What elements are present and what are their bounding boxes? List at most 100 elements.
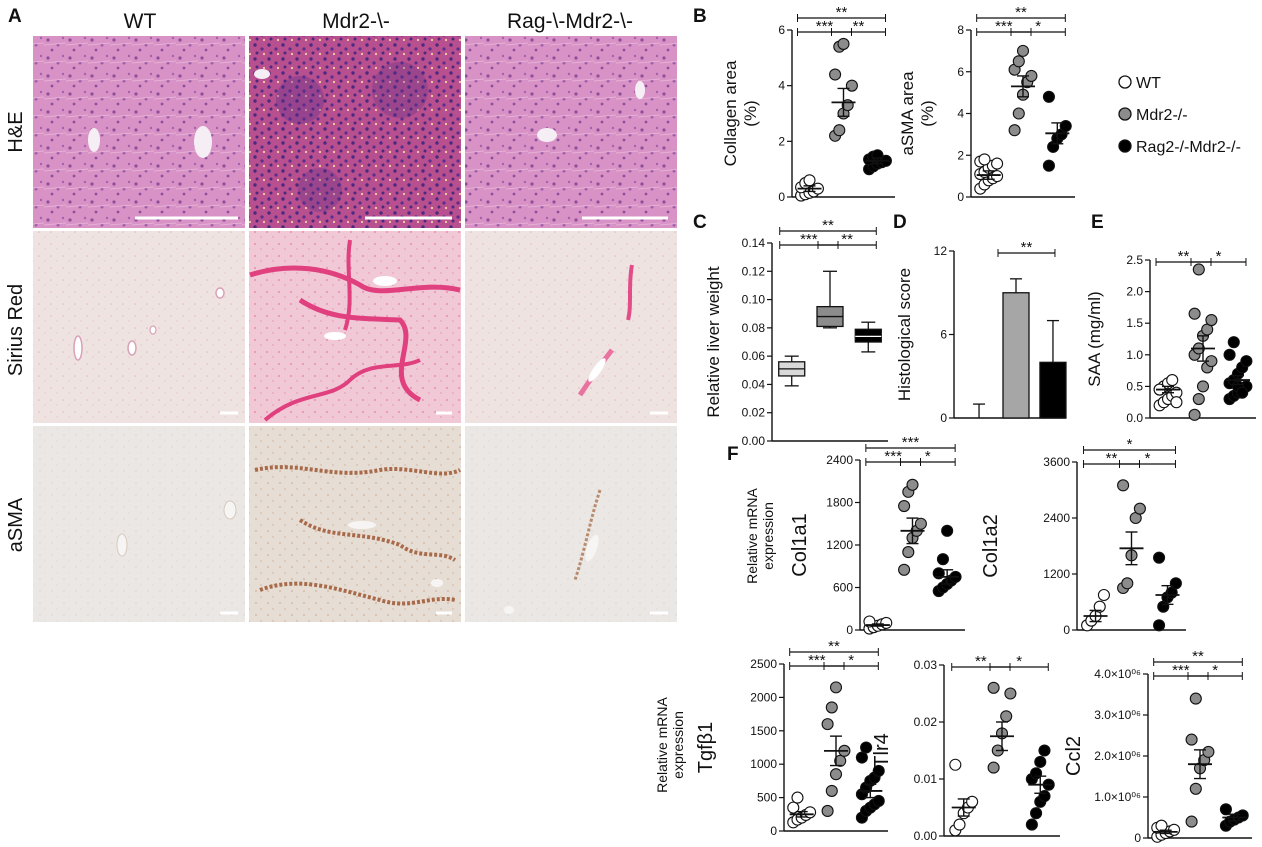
data-point-2-5 xyxy=(1219,803,1232,816)
data-point-1-6 xyxy=(1189,692,1202,705)
bar-2 xyxy=(1039,361,1067,419)
y-tick-label: 0.00 xyxy=(914,829,938,843)
data-point-1-5 xyxy=(829,68,842,81)
micrograph-he-rag-mdr2 xyxy=(465,36,677,228)
y-tick-label: 1000 xyxy=(750,757,777,771)
data-point-0-4 xyxy=(991,170,1004,183)
y-tick-label: 2.0 xyxy=(1126,285,1143,299)
data-point-1-4 xyxy=(845,79,858,92)
y-axis-label-line1: aSMA area xyxy=(898,71,917,156)
column-header-rag-mdr2: Rag-\-Mdr2-\- xyxy=(507,10,633,33)
micrograph-asma-rag-mdr2 xyxy=(465,426,677,622)
box-2 xyxy=(854,328,882,343)
data-point-2-4 xyxy=(1059,119,1072,133)
data-point-0-7 xyxy=(803,174,816,187)
y-axis-label: SAA (mg/ml) xyxy=(1085,291,1104,386)
legend-label-rag-mdr2: Rag2-/-Mdr2-/- xyxy=(1136,139,1241,156)
significance-label: * xyxy=(848,652,854,669)
significance-label: * xyxy=(1145,450,1151,467)
y-axis-label: Histological score xyxy=(895,268,914,401)
data-point-1-4 xyxy=(1004,687,1017,700)
data-point-2-11 xyxy=(1227,336,1240,349)
y-tick-label: 3.0×10⁰⁶ xyxy=(1094,708,1141,722)
legend: WT Mdr2-/- Rag2-/-Mdr2-/- xyxy=(1118,75,1241,156)
y-tick-label: 2 xyxy=(778,134,785,148)
data-point-2-11 xyxy=(860,741,873,754)
data-point-0-8 xyxy=(1166,374,1179,387)
significance-label: ** xyxy=(828,638,840,655)
panel-letter-d: D xyxy=(893,212,907,233)
data-point-1-2 xyxy=(1196,380,1210,393)
data-point-1-0 xyxy=(898,563,911,576)
y-tick-label: 0.06 xyxy=(742,349,766,363)
y-axis-label: Col1a2 xyxy=(980,514,1002,577)
panel-letter-a: A xyxy=(8,6,22,27)
data-point-1-1 xyxy=(1189,782,1202,795)
y-tick-label: 1500 xyxy=(750,724,777,738)
y-tick-label: 6 xyxy=(957,65,964,79)
y-axis-label: aSMA area (%) xyxy=(898,71,937,156)
data-point-2-10 xyxy=(855,751,868,764)
y-tick-label: 0.01 xyxy=(914,772,938,786)
data-point-0-9 xyxy=(991,157,1004,170)
column-header-wt: WT xyxy=(124,10,157,33)
data-point-0-9 xyxy=(1170,396,1183,409)
y-tick-label: 0.02 xyxy=(914,715,938,729)
y-axis-label: Col1a1 xyxy=(789,513,811,576)
legend-label-mdr2: Mdr2-/- xyxy=(1136,107,1188,124)
data-point-1-9 xyxy=(1205,313,1218,327)
significance-label: ** xyxy=(1178,248,1190,265)
y-tick-label: 2.5 xyxy=(1126,253,1143,267)
data-point-2-7 xyxy=(1034,755,1047,768)
y-tick-label: 4 xyxy=(778,79,785,93)
y-tick-label: 0.08 xyxy=(742,321,766,335)
data-point-1-7 xyxy=(906,478,919,491)
significance-label: ** xyxy=(1021,239,1033,256)
shared-ylabel-f-bottom: Relative mRNA expression xyxy=(654,697,686,793)
legend-item-wt: WT xyxy=(1118,75,1161,92)
data-point-1-5 xyxy=(1185,733,1198,746)
data-point-2-10 xyxy=(1223,348,1236,361)
y-tick-label: 0 xyxy=(1063,623,1070,637)
data-point-2-9 xyxy=(872,764,885,777)
y-tick-label: 0.14 xyxy=(742,236,766,250)
significance-label: ** xyxy=(975,653,987,670)
y-tick-label: 4.0×10⁰⁶ xyxy=(1094,667,1141,681)
y-axis-label: Relative liver weight xyxy=(704,266,723,417)
row-label-asma: aSMA xyxy=(5,497,27,552)
y-tick-label: 4 xyxy=(957,107,964,121)
significance-label: *** xyxy=(884,448,902,465)
chart-relative-liver-weight: 0.00 0.02 0.04 0.06 0.08 0.10 0.12 0.14 Relative… xyxy=(704,217,888,448)
micrograph-he-wt xyxy=(33,36,245,228)
significance-label: ** xyxy=(1192,648,1204,665)
micrograph-he-mdr2 xyxy=(249,36,461,228)
significance-label: *** xyxy=(1172,662,1190,679)
y-tick-label: 2000 xyxy=(750,690,777,704)
data-point-2-0 xyxy=(1153,619,1166,632)
y-tick-label: 0.02 xyxy=(742,406,766,420)
data-point-1-5 xyxy=(1117,479,1130,492)
significance-label: *** xyxy=(902,434,920,451)
y-tick-label: 2400 xyxy=(826,453,853,467)
y-axis-label-line2: (%) xyxy=(741,100,760,126)
y-tick-label: 0 xyxy=(846,623,853,637)
data-point-1-1 xyxy=(1012,107,1025,120)
data-point-0-5 xyxy=(787,801,800,814)
data-point-1-7 xyxy=(837,37,850,50)
data-point-1-1 xyxy=(833,124,846,137)
significance-label: ** xyxy=(1106,450,1118,467)
data-point-1-4 xyxy=(914,517,927,530)
data-point-1-1 xyxy=(1192,392,1205,406)
y-tick-label: 0.00 xyxy=(742,434,766,448)
svg-text:Relative mRNA: Relative mRNA xyxy=(744,488,760,584)
y-axis-label-line1: Collagen area xyxy=(721,60,740,166)
data-point-2-8 xyxy=(1038,744,1051,757)
legend-marker-wt xyxy=(1118,75,1132,89)
y-tick-label: 0.5 xyxy=(1126,379,1143,393)
data-point-2-6 xyxy=(936,553,950,566)
chart-ccl2: 01.0×10⁰⁶2.0×10⁰⁶3.0×10⁰⁶4.0×10⁰⁶Ccl2***… xyxy=(1063,648,1252,845)
data-point-1-3 xyxy=(834,754,847,767)
